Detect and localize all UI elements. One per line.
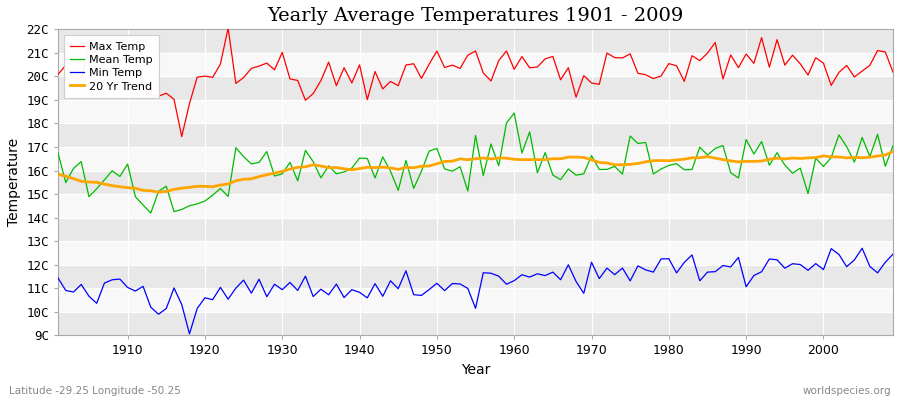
Line: Mean Temp: Mean Temp <box>58 113 893 213</box>
Mean Temp <box>508 111 519 116</box>
Bar <box>58 241 893 265</box>
Mean Temp <box>292 178 303 183</box>
Mean Temp <box>887 143 898 148</box>
Bar <box>58 29 893 53</box>
Bar <box>58 147 893 170</box>
Max Temp <box>300 98 310 103</box>
20 Yr Trend <box>508 157 519 162</box>
Bar <box>58 76 893 100</box>
Legend: Max Temp, Mean Temp, Min Temp, 20 Yr Trend: Max Temp, Mean Temp, Min Temp, 20 Yr Tre… <box>64 35 159 98</box>
Max Temp <box>887 70 898 75</box>
20 Yr Trend <box>292 165 303 170</box>
Mean Temp <box>114 174 125 179</box>
Mean Temp <box>617 172 628 176</box>
Max Temp <box>222 26 233 30</box>
Bar <box>58 170 893 194</box>
Max Temp <box>52 72 63 77</box>
Bar <box>58 100 893 124</box>
Mean Temp <box>338 170 349 174</box>
Min Temp <box>517 272 527 277</box>
Text: worldspecies.org: worldspecies.org <box>803 386 891 396</box>
Mean Temp <box>52 150 63 155</box>
Max Temp <box>346 80 357 85</box>
Line: Max Temp: Max Temp <box>58 28 893 136</box>
Bar <box>58 124 893 147</box>
Min Temp <box>114 277 125 282</box>
Mean Temp <box>146 210 157 215</box>
20 Yr Trend <box>52 172 63 177</box>
Max Temp <box>176 134 187 139</box>
Min Temp <box>52 276 63 280</box>
Bar <box>58 194 893 218</box>
20 Yr Trend <box>153 190 164 194</box>
Y-axis label: Temperature: Temperature <box>7 138 21 226</box>
Text: Latitude -29.25 Longitude -50.25: Latitude -29.25 Longitude -50.25 <box>9 386 181 396</box>
Line: 20 Yr Trend: 20 Yr Trend <box>58 152 893 192</box>
20 Yr Trend <box>609 162 620 167</box>
Max Temp <box>517 54 527 59</box>
Max Temp <box>617 56 628 60</box>
Min Temp <box>292 288 303 293</box>
X-axis label: Year: Year <box>461 363 491 377</box>
Bar <box>58 265 893 288</box>
Bar <box>58 312 893 336</box>
Mean Temp <box>525 130 535 134</box>
Min Temp <box>857 246 868 251</box>
Bar <box>58 218 893 241</box>
Min Temp <box>338 295 349 300</box>
Mean Temp <box>517 150 527 155</box>
Min Temp <box>184 332 195 336</box>
Max Temp <box>114 59 125 64</box>
20 Yr Trend <box>114 184 125 189</box>
Title: Yearly Average Temperatures 1901 - 2009: Yearly Average Temperatures 1901 - 2009 <box>267 7 684 25</box>
20 Yr Trend <box>338 166 349 171</box>
20 Yr Trend <box>517 157 527 162</box>
Bar <box>58 288 893 312</box>
Max Temp <box>525 66 535 70</box>
Min Temp <box>887 252 898 256</box>
Min Temp <box>609 272 620 277</box>
Bar <box>58 53 893 76</box>
Line: Min Temp: Min Temp <box>58 248 893 334</box>
Min Temp <box>508 278 519 283</box>
20 Yr Trend <box>887 149 898 154</box>
